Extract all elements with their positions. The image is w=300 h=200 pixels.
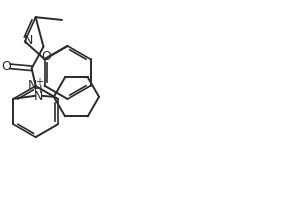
Text: N: N <box>33 90 43 103</box>
Text: +: + <box>34 77 43 87</box>
Text: H: H <box>34 85 42 95</box>
Text: O: O <box>42 50 52 63</box>
Text: N: N <box>24 34 33 47</box>
Text: O: O <box>1 60 11 73</box>
Text: N: N <box>28 79 38 92</box>
